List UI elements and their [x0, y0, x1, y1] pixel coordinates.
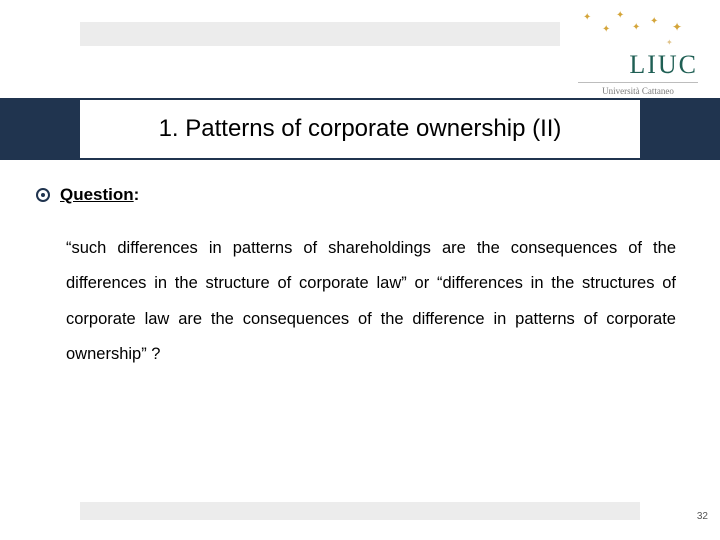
title-inner: 1. Patterns of corporate ownership (II)	[80, 100, 640, 158]
question-row: Question:	[36, 185, 684, 205]
logo-rule	[578, 82, 698, 83]
question-label-underlined: Question	[60, 185, 134, 204]
slide: ✦ ✦ ✦ ✦ ✦ ✦ ✦ LIUC Università Cattaneo 1…	[0, 0, 720, 540]
question-label: Question:	[60, 185, 139, 205]
logo-subtitle: Università Cattaneo	[578, 86, 698, 96]
star-icon: ✦	[602, 24, 610, 35]
star-icon: ✦	[672, 20, 682, 34]
star-icon: ✦	[632, 22, 640, 33]
star-icon: ✦	[616, 10, 624, 21]
slide-body: Question: “such differences in patterns …	[36, 185, 684, 373]
bullet-icon	[36, 188, 50, 202]
logo-text: LIUC	[629, 50, 698, 80]
top-decorative-bar	[80, 22, 560, 46]
star-icon: ✦	[650, 16, 658, 27]
star-icon: ✦	[666, 38, 673, 47]
footer-bar	[80, 502, 640, 520]
question-label-suffix: :	[134, 185, 140, 204]
slide-title: 1. Patterns of corporate ownership (II)	[159, 115, 562, 143]
page-number: 32	[697, 511, 708, 522]
question-quote: “such differences in patterns of shareho…	[36, 231, 684, 373]
star-icon: ✦	[583, 12, 591, 23]
logo-block: ✦ ✦ ✦ ✦ ✦ ✦ ✦ LIUC Università Cattaneo	[578, 10, 698, 94]
